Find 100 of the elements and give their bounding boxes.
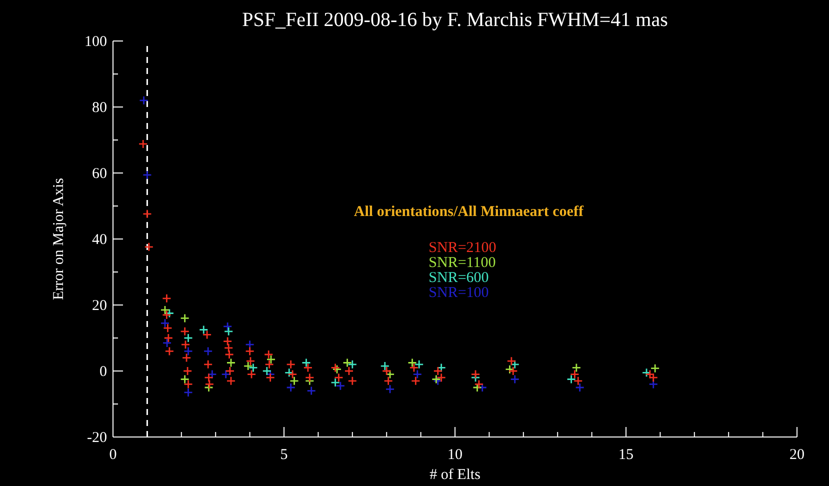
point — [266, 372, 276, 382]
point — [139, 96, 148, 106]
y-tick-label: 20 — [92, 298, 107, 314]
point — [246, 370, 256, 379]
point — [184, 346, 193, 356]
point — [164, 308, 174, 318]
text: SNR=100 — [428, 285, 489, 302]
point — [180, 314, 190, 323]
point — [266, 354, 276, 364]
x-tick-label: 15 — [618, 447, 634, 463]
point — [436, 363, 446, 372]
point — [221, 370, 231, 379]
point — [162, 338, 172, 348]
point — [182, 353, 192, 362]
point — [566, 374, 576, 384]
point — [264, 360, 274, 370]
point — [642, 368, 652, 378]
point — [222, 322, 232, 332]
point — [510, 360, 520, 370]
text: SNR=600 — [428, 270, 489, 286]
point — [286, 360, 296, 370]
text: SNR=1100 — [428, 255, 496, 272]
y-tick-label: 0 — [100, 364, 107, 380]
point — [138, 139, 148, 149]
point — [164, 333, 174, 343]
point — [202, 330, 212, 340]
point — [162, 294, 172, 304]
point — [470, 370, 480, 379]
point — [203, 360, 213, 370]
point — [224, 350, 234, 360]
point — [645, 370, 655, 379]
x-axis-title: # of Elts — [430, 467, 481, 483]
point — [245, 340, 254, 350]
point — [144, 242, 154, 252]
point — [348, 376, 358, 386]
point — [180, 326, 190, 336]
point — [243, 361, 253, 371]
point — [302, 358, 311, 368]
point — [204, 380, 214, 389]
point — [650, 364, 660, 374]
point — [180, 374, 190, 384]
point — [510, 374, 520, 384]
point — [163, 323, 172, 333]
point — [648, 372, 658, 382]
point — [344, 366, 354, 376]
point — [160, 318, 170, 328]
point — [385, 384, 395, 394]
point — [160, 305, 170, 315]
y-tick-label: 100 — [84, 34, 107, 50]
text: SNR=2100 — [428, 240, 496, 256]
point — [184, 388, 193, 398]
point — [384, 376, 394, 386]
point — [342, 358, 352, 368]
y-tick-label: 80 — [92, 100, 107, 116]
point — [286, 382, 296, 392]
y-tick-label: -20 — [87, 430, 107, 446]
point — [226, 376, 236, 386]
y-tick-label: 40 — [92, 232, 107, 248]
chart-title: PSF_FeII 2009-08-16 by F. Marchis FWHM=41 mas — [242, 9, 668, 31]
point — [184, 333, 193, 343]
point — [572, 363, 582, 372]
point — [264, 350, 274, 360]
point — [412, 370, 422, 379]
point — [290, 376, 299, 386]
point — [142, 170, 152, 180]
point — [262, 366, 272, 376]
point — [224, 326, 234, 336]
point — [380, 361, 390, 371]
point — [408, 358, 417, 368]
point — [336, 381, 346, 391]
point — [348, 360, 358, 370]
point — [506, 356, 516, 366]
point — [334, 372, 344, 382]
point — [180, 340, 190, 350]
point — [248, 363, 258, 372]
point — [284, 368, 294, 378]
x-tick-label: 0 — [109, 447, 117, 463]
x-tick-label: 5 — [280, 447, 288, 463]
x-tick-label: 20 — [790, 447, 804, 463]
point — [288, 370, 298, 379]
point — [648, 380, 658, 389]
point — [330, 378, 340, 388]
point — [198, 325, 208, 334]
point — [575, 382, 585, 392]
point — [304, 372, 314, 382]
point — [410, 376, 420, 386]
point — [222, 336, 232, 346]
point — [162, 310, 172, 320]
point — [508, 366, 518, 376]
point — [414, 360, 424, 370]
point — [164, 346, 174, 356]
point — [474, 380, 484, 389]
point — [182, 366, 192, 376]
x-tick-label: 10 — [448, 447, 462, 463]
point — [226, 358, 236, 368]
point — [505, 364, 514, 374]
point — [409, 363, 419, 372]
point — [184, 380, 193, 389]
point — [203, 346, 213, 356]
y-tick-label: 60 — [92, 166, 107, 182]
